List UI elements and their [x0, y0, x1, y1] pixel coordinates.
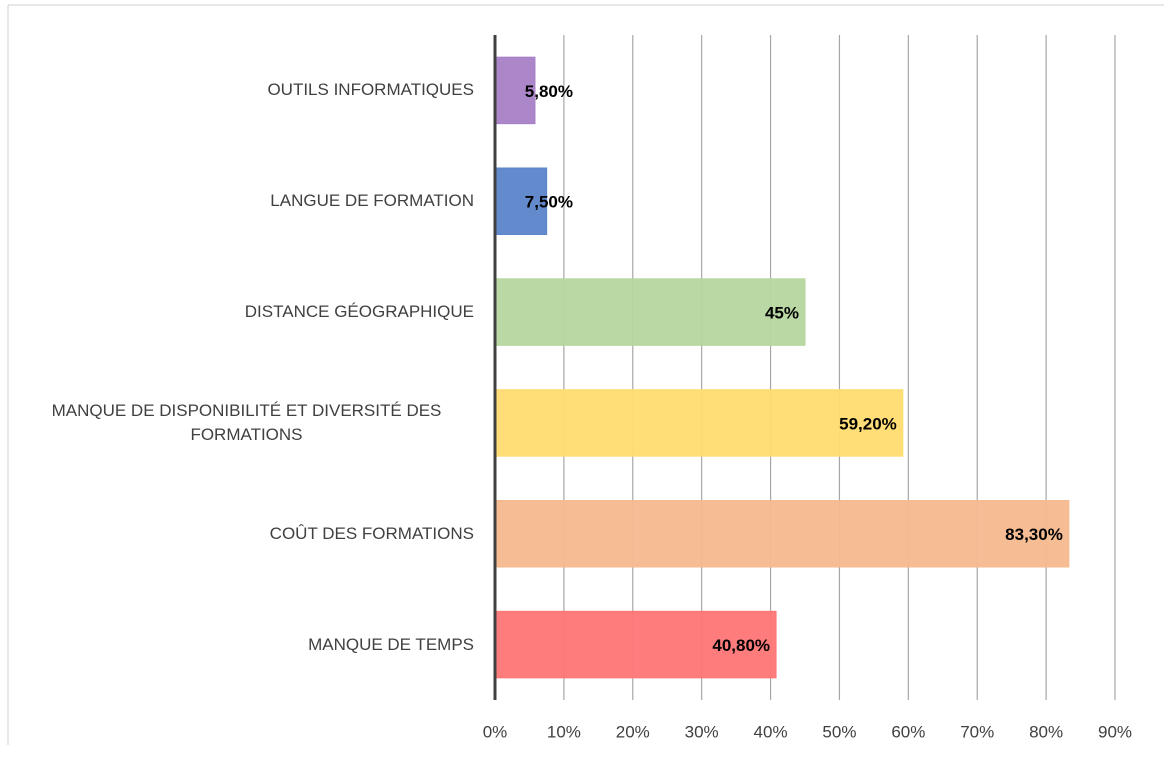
bar — [494, 500, 1070, 568]
category-label: MANQUE DE DISPONIBILITÉ ET DIVERSITÉ DES… — [51, 400, 442, 444]
category-label-box: COÛT DES FORMATIONS — [270, 504, 474, 564]
category-label-box: LANGUE DE FORMATION — [270, 171, 474, 231]
x-tick-label: 20% — [616, 722, 650, 741]
category-label: COÛT DES FORMATIONS — [269, 523, 474, 543]
category-label: LANGUE DE FORMATION — [270, 191, 474, 211]
x-tick-label: 30% — [685, 722, 719, 741]
category-label-box: MANQUE DE TEMPS — [308, 615, 474, 675]
category-label-box: MANQUE DE DISPONIBILITÉ ET DIVERSITÉ DES… — [19, 393, 474, 453]
value-label: 45% — [765, 304, 799, 323]
category-label: OUTILS INFORMATIQUES — [267, 80, 474, 100]
bar — [494, 278, 806, 346]
bar — [494, 167, 548, 235]
category-label-box: OUTILS INFORMATIQUES — [267, 60, 474, 120]
category-label: DISTANCE GÉOGRAPHIQUE — [244, 302, 474, 322]
value-label: 83,30% — [1005, 525, 1063, 544]
x-tick-label: 70% — [960, 722, 994, 741]
value-label: 7,50% — [525, 193, 573, 212]
x-tick-label: 80% — [1029, 722, 1063, 741]
bar — [494, 56, 536, 125]
x-tick-label: 50% — [822, 722, 856, 741]
category-label: MANQUE DE TEMPS — [308, 634, 474, 654]
x-tick-label: 0% — [483, 722, 508, 741]
value-label: 5,80% — [525, 82, 573, 101]
x-tick-label: 10% — [547, 722, 581, 741]
bar — [494, 610, 777, 679]
category-label-box: DISTANCE GÉOGRAPHIQUE — [245, 282, 474, 342]
x-tick-label: 90% — [1098, 722, 1132, 741]
x-tick-label: 40% — [754, 722, 788, 741]
value-label: 59,20% — [839, 414, 897, 433]
x-tick-label: 60% — [891, 722, 925, 741]
value-label: 40,80% — [712, 636, 770, 655]
